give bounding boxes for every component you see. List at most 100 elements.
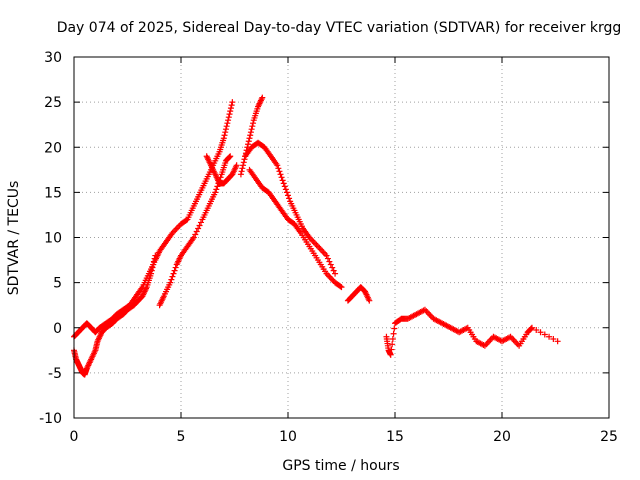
data-point: [528, 325, 535, 332]
series-track-mid: [344, 284, 373, 304]
data-point: [224, 120, 231, 127]
data-point: [550, 336, 557, 343]
data-point: [274, 162, 281, 169]
x-tick-label: 25: [600, 429, 618, 445]
data-point: [330, 267, 337, 274]
data-point: [228, 102, 235, 109]
data-point: [214, 183, 221, 190]
data-point: [168, 276, 175, 283]
x-tick-label: 5: [177, 429, 186, 445]
data-point: [245, 141, 252, 148]
data-point: [221, 132, 228, 139]
data-point: [324, 255, 331, 262]
data-point: [240, 162, 247, 169]
data-point: [225, 117, 232, 124]
y-tick-label: 0: [53, 321, 62, 337]
data-point: [238, 168, 245, 175]
data-point: [275, 165, 282, 172]
data-point: [183, 217, 190, 224]
data-point: [190, 234, 197, 241]
axis-ticks: 0 5 10 15 20 25 -10 -5 0 5 10 15 20 25 30: [39, 50, 618, 445]
data-marks: [71, 94, 561, 378]
x-axis-title: GPS time / hours: [282, 458, 399, 474]
x-tick-label: 15: [386, 429, 404, 445]
data-point: [171, 267, 178, 274]
data-point: [225, 114, 232, 121]
data-point: [245, 138, 252, 145]
series-track-peak-1: [237, 94, 266, 178]
data-point: [192, 231, 199, 238]
data-point: [278, 174, 285, 181]
data-point: [554, 338, 561, 345]
data-point: [193, 228, 200, 235]
data-point: [390, 330, 397, 337]
data-point: [541, 331, 548, 338]
data-point: [197, 219, 204, 226]
data-point: [281, 183, 288, 190]
data-point: [247, 132, 254, 139]
data-point: [239, 165, 246, 172]
data-point: [195, 225, 202, 232]
x-tick-label: 20: [493, 429, 511, 445]
data-point: [337, 283, 344, 290]
y-axis-title: SDTVAR / TECUs: [6, 181, 22, 296]
data-point: [528, 324, 535, 331]
data-point: [283, 189, 290, 196]
data-point: [286, 195, 293, 202]
data-point: [172, 264, 179, 271]
data-point: [279, 177, 286, 184]
data-point: [226, 154, 233, 161]
series-track-peak-3: [246, 166, 345, 291]
data-point: [366, 297, 373, 304]
data-point: [329, 264, 336, 271]
series-track-a: [71, 99, 236, 340]
data-point: [246, 135, 253, 142]
data-point: [229, 99, 236, 106]
data-point: [388, 346, 395, 353]
data-point: [227, 108, 234, 115]
data-point: [170, 270, 177, 277]
series-track-c: [203, 153, 240, 187]
data-point: [276, 168, 283, 175]
series-track-peak-2: [242, 139, 339, 277]
data-point: [222, 126, 229, 133]
data-point: [227, 105, 234, 112]
x-tick-label: 10: [279, 429, 297, 445]
y-tick-label: -10: [39, 411, 62, 427]
y-tick-label: 30: [44, 50, 62, 66]
data-point: [169, 273, 176, 280]
data-point: [277, 171, 284, 178]
chart-title: Day 074 of 2025, Sidereal Day-to-day VTE…: [57, 20, 622, 36]
data-point: [220, 135, 227, 142]
data-point: [213, 186, 220, 193]
data-point: [326, 258, 333, 265]
data-point: [323, 252, 330, 259]
y-tick-label: 25: [44, 95, 62, 111]
series-track-late: [383, 306, 561, 358]
data-point: [248, 126, 255, 133]
data-point: [327, 261, 334, 268]
data-point: [226, 111, 233, 118]
data-point: [280, 180, 287, 187]
x-tick-label: 0: [70, 429, 79, 445]
data-point: [533, 327, 540, 334]
data-point: [391, 325, 398, 332]
data-point: [389, 336, 396, 343]
data-point: [332, 270, 339, 277]
data-point: [249, 123, 256, 130]
data-point: [387, 351, 394, 358]
data-point: [240, 159, 247, 166]
y-tick-label: 5: [53, 276, 62, 292]
data-point: [222, 129, 229, 136]
data-point: [196, 222, 203, 229]
data-point: [285, 192, 291, 199]
y-tick-label: -5: [48, 366, 62, 382]
series-track-b: [156, 153, 234, 309]
data-point: [223, 123, 230, 130]
grid-lines: [74, 57, 609, 418]
data-point: [282, 186, 289, 193]
data-point: [546, 333, 553, 340]
data-point: [237, 171, 244, 178]
data-point: [167, 279, 174, 286]
